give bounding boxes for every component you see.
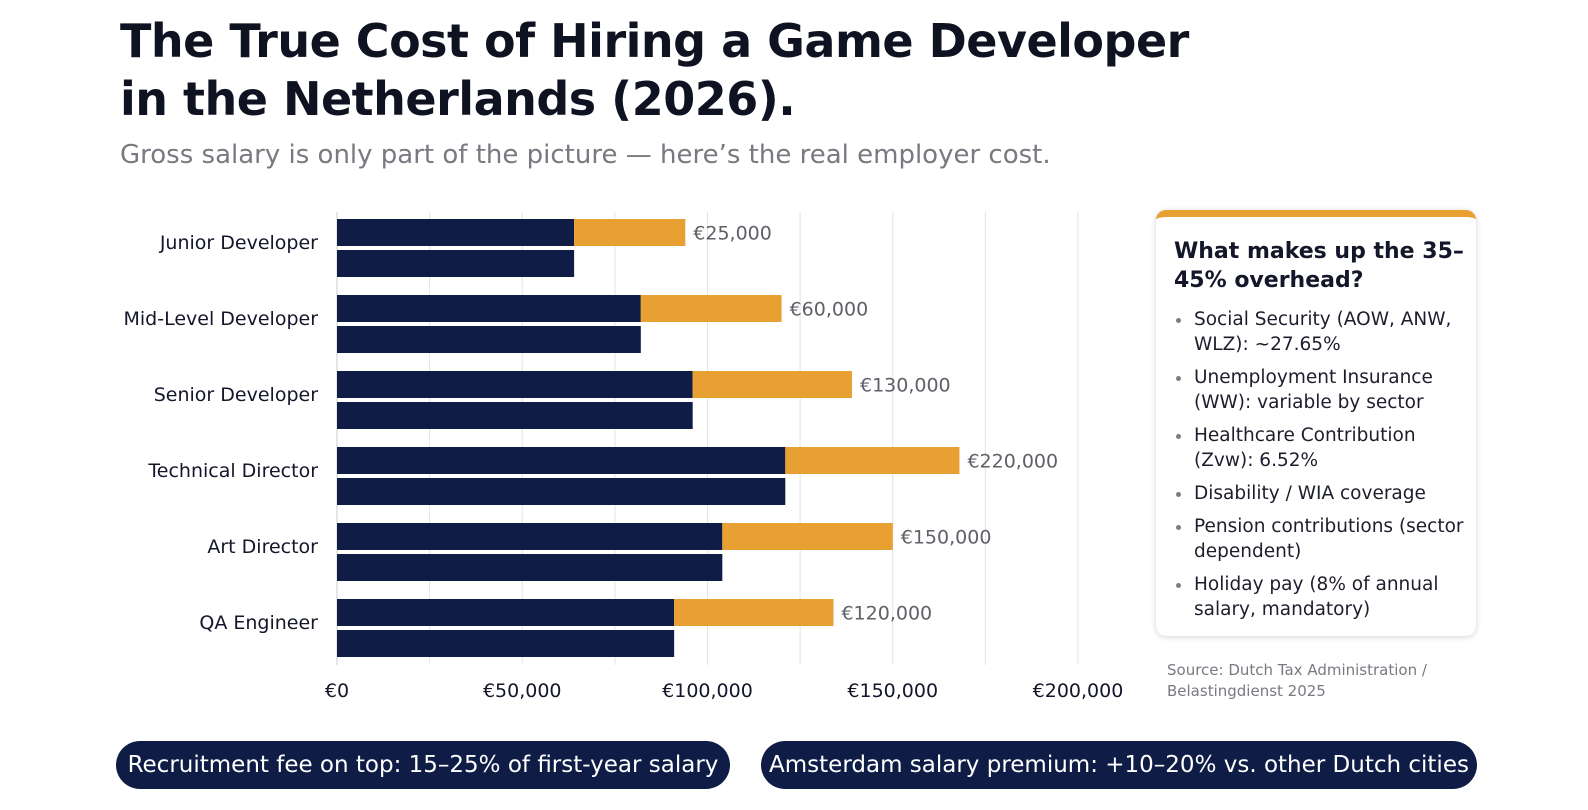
bar-value-label: €150,000 <box>901 527 992 549</box>
source-note: Source: Dutch Tax Administration / Belas… <box>1167 661 1427 700</box>
bar-overhead <box>574 219 686 246</box>
bar-gross-bottom <box>337 554 723 581</box>
page-subtitle: Gross salary is only part of the picture… <box>120 140 1051 170</box>
bar-overhead <box>785 447 960 474</box>
bar-gross-bottom <box>337 402 693 429</box>
bar-gross-bottom <box>337 326 641 353</box>
overhead-item: Healthcare Contribution (Zvw): 6.52% <box>1174 423 1470 473</box>
bar-value-label: €220,000 <box>967 451 1058 473</box>
bar-gross-top <box>337 371 693 398</box>
title-line-1: The True Cost of Hiring a Game Developer <box>120 14 1189 68</box>
bar-gross-top <box>337 219 575 246</box>
bar-gross-bottom <box>337 250 575 277</box>
overhead-item: Holiday pay (8% of annual salary, mandat… <box>1174 572 1470 622</box>
bar-gross-top <box>337 295 641 322</box>
bar-overhead <box>692 371 852 398</box>
overhead-item: Pension contributions (sector dependent) <box>1174 514 1470 564</box>
x-tick-label: €200,000 <box>1033 680 1124 702</box>
cost-bar-chart: Junior Developer €25,000 Mid-Level Develop… <box>124 212 1124 702</box>
recruitment-fee-pill: Recruitment fee on top: 15–25% of first-… <box>116 741 730 789</box>
category-label: Technical Director <box>147 460 318 482</box>
overhead-panel-title: What makes up the 35–45% overhead? <box>1174 239 1464 293</box>
bar-overhead <box>722 523 893 550</box>
x-tick-label: €0 <box>325 680 349 702</box>
x-tick-label: €150,000 <box>847 680 938 702</box>
overhead-panel: What makes up the 35–45% overhead? Socia… <box>1156 210 1476 636</box>
x-tick-label: €50,000 <box>483 680 562 702</box>
bar-gross-top <box>337 447 786 474</box>
bar-gross-top <box>337 599 675 626</box>
bar-gross-top <box>337 523 723 550</box>
bar-value-label: €60,000 <box>790 299 869 321</box>
page-title: The True Cost of Hiring a Game Developer… <box>120 12 1220 128</box>
bar-value-label: €130,000 <box>860 375 951 397</box>
overhead-item: Unemployment Insurance (WW): variable by… <box>1174 365 1470 415</box>
overhead-item: Social Security (AOW, ANW, WLZ): ~27.65% <box>1174 307 1470 357</box>
bar-overhead <box>640 295 782 322</box>
overhead-item: Disability / WIA coverage <box>1174 481 1470 506</box>
overhead-list: Social Security (AOW, ANW, WLZ): ~27.65%… <box>1174 307 1470 630</box>
category-label: Senior Developer <box>154 384 318 406</box>
bar-gross-bottom <box>337 478 786 505</box>
category-label: Junior Developer <box>159 232 318 254</box>
category-label: QA Engineer <box>199 612 318 634</box>
bar-value-label: €25,000 <box>693 223 772 245</box>
category-label: Mid-Level Developer <box>124 308 319 330</box>
amsterdam-premium-pill: Amsterdam salary premium: +10–20% vs. ot… <box>761 741 1477 789</box>
bar-value-label: €120,000 <box>841 603 932 625</box>
title-line-2: in the Netherlands (2026). <box>120 72 796 126</box>
x-tick-label: €100,000 <box>662 680 753 702</box>
bar-gross-bottom <box>337 630 675 657</box>
bar-overhead <box>674 599 834 626</box>
category-label: Art Director <box>207 536 318 558</box>
